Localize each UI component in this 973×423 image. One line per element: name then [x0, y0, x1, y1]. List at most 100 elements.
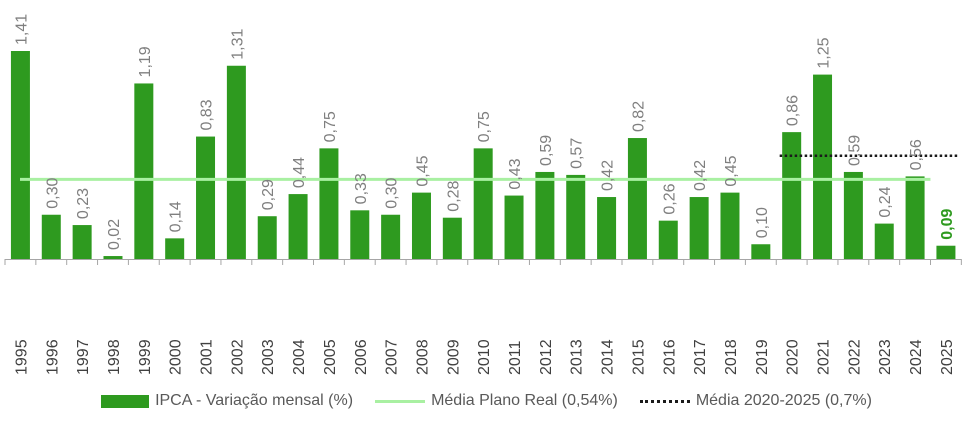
data-label-2008: 0,45	[414, 155, 431, 186]
x-tick-label-2005: 2005	[322, 339, 339, 375]
legend-item-avg-plano-real: Média Plano Real (0,54%)	[375, 392, 618, 410]
data-label-1996: 0,30	[44, 177, 61, 208]
bar-2012	[535, 171, 555, 259]
data-label-2003: 0,29	[260, 179, 277, 210]
bar-2010	[473, 148, 493, 259]
bar-2016	[658, 220, 678, 259]
legend-item-ipca: IPCA - Variação mensal (%)	[101, 392, 353, 410]
data-label-2011: 0,43	[507, 158, 524, 189]
bar-2023	[874, 223, 894, 259]
data-label-2004: 0,44	[291, 157, 308, 188]
x-tick-label-2001: 2001	[199, 339, 216, 375]
legend-label-ipca: IPCA - Variação mensal (%)	[155, 392, 354, 409]
bar-2013	[566, 174, 586, 259]
data-label-2024: 0,56	[908, 139, 925, 170]
bar-2018	[720, 192, 740, 259]
x-tick-label-2020: 2020	[785, 339, 802, 375]
bar-2017	[689, 197, 709, 259]
x-tick-label-1998: 1998	[106, 339, 123, 375]
x-tick-label-2003: 2003	[260, 339, 277, 375]
bar-1999	[134, 83, 154, 259]
x-tick-label-2000: 2000	[168, 339, 185, 375]
data-label-2010: 0,75	[476, 111, 493, 142]
x-tick-label-1999: 1999	[137, 339, 154, 375]
data-label-1995: 1,41	[13, 14, 30, 45]
x-tick-label-2006: 2006	[353, 339, 370, 375]
bar-2011	[504, 195, 524, 259]
x-tick-label-2011: 2011	[507, 340, 524, 375]
x-tick-label-2002: 2002	[229, 339, 246, 375]
bar-2001	[196, 136, 216, 259]
x-tick-label-2008: 2008	[414, 339, 431, 375]
legend-label-avg-2020-2025: Média 2020-2025 (0,7%)	[695, 392, 872, 409]
data-label-2019: 0,10	[754, 207, 771, 238]
bar-2022	[843, 171, 863, 259]
bar-1995	[10, 51, 30, 259]
data-label-2009: 0,28	[445, 180, 462, 211]
bar-2004	[288, 194, 308, 259]
x-tick-label-2013: 2013	[569, 339, 586, 375]
data-label-2013: 0,57	[569, 138, 586, 169]
data-label-2020: 0,86	[785, 95, 802, 126]
data-label-2002: 1,31	[229, 29, 246, 60]
x-tick-label-2018: 2018	[723, 339, 740, 375]
bar-1997	[72, 225, 92, 259]
data-label-1997: 0,23	[75, 188, 92, 219]
x-tick-label-2023: 2023	[877, 339, 894, 375]
bar-2008	[411, 192, 431, 259]
x-tick-label-2021: 2021	[816, 339, 833, 375]
x-tick-label-2010: 2010	[476, 339, 493, 375]
bar-2000	[165, 238, 185, 259]
data-label-2016: 0,26	[661, 183, 678, 214]
bar-2020	[782, 132, 802, 259]
bar-2007	[381, 214, 401, 259]
data-label-2001: 0,83	[199, 99, 216, 130]
x-tick-label-1995: 1995	[13, 339, 30, 375]
bar-2006	[350, 210, 370, 259]
bar-2019	[751, 244, 771, 259]
x-tick-label-2019: 2019	[754, 339, 771, 375]
bar-2003	[257, 216, 277, 259]
chart-legend: IPCA - Variação mensal (%) Média Plano R…	[0, 388, 973, 414]
data-label-2000: 0,14	[168, 201, 185, 232]
data-label-1999: 1,19	[137, 46, 154, 77]
bar-2024	[905, 176, 925, 259]
data-label-2012: 0,59	[538, 135, 555, 166]
x-tick-label-2012: 2012	[538, 339, 555, 375]
x-tick-label-2025: 2025	[939, 339, 956, 375]
legend-swatch-avg-line	[375, 399, 426, 403]
data-label-2023: 0,24	[877, 186, 894, 217]
legend-item-avg-2020-2025: Média 2020-2025 (0,7%)	[639, 392, 872, 410]
x-tick-label-2024: 2024	[908, 339, 925, 375]
x-tick-label-2015: 2015	[630, 339, 647, 375]
x-tick-label-2007: 2007	[384, 339, 401, 375]
x-tick-label-1996: 1996	[44, 339, 61, 375]
data-label-2022: 0,59	[846, 135, 863, 166]
data-label-2015: 0,82	[630, 101, 647, 132]
x-tick-label-2022: 2022	[846, 339, 863, 375]
data-label-1998: 0,02	[106, 219, 123, 250]
data-label-2014: 0,42	[600, 160, 617, 191]
data-label-2017: 0,42	[692, 160, 709, 191]
bar-2014	[597, 197, 617, 259]
x-tick-label-2014: 2014	[600, 339, 617, 375]
data-label-2005: 0,75	[322, 111, 339, 142]
bar-2015	[627, 138, 647, 259]
legend-swatch-dotted-line	[639, 399, 690, 403]
bar-2005	[319, 148, 339, 259]
x-tick-label-2004: 2004	[291, 339, 308, 375]
x-tick-label-1997: 1997	[75, 339, 92, 375]
data-label-2021: 1,25	[816, 37, 833, 68]
data-label-2007: 0,30	[384, 177, 401, 208]
bar-2002	[226, 65, 246, 259]
bar-2021	[813, 74, 833, 259]
x-tick-label-2009: 2009	[445, 339, 462, 375]
bar-2025	[936, 245, 956, 259]
bar-1998	[103, 256, 123, 259]
data-label-2006: 0,33	[353, 173, 370, 204]
data-label-2018: 0,45	[723, 155, 740, 186]
data-label-2025: 0,09	[939, 208, 956, 239]
x-tick-label-2016: 2016	[661, 339, 678, 375]
bar-1996	[41, 214, 61, 259]
